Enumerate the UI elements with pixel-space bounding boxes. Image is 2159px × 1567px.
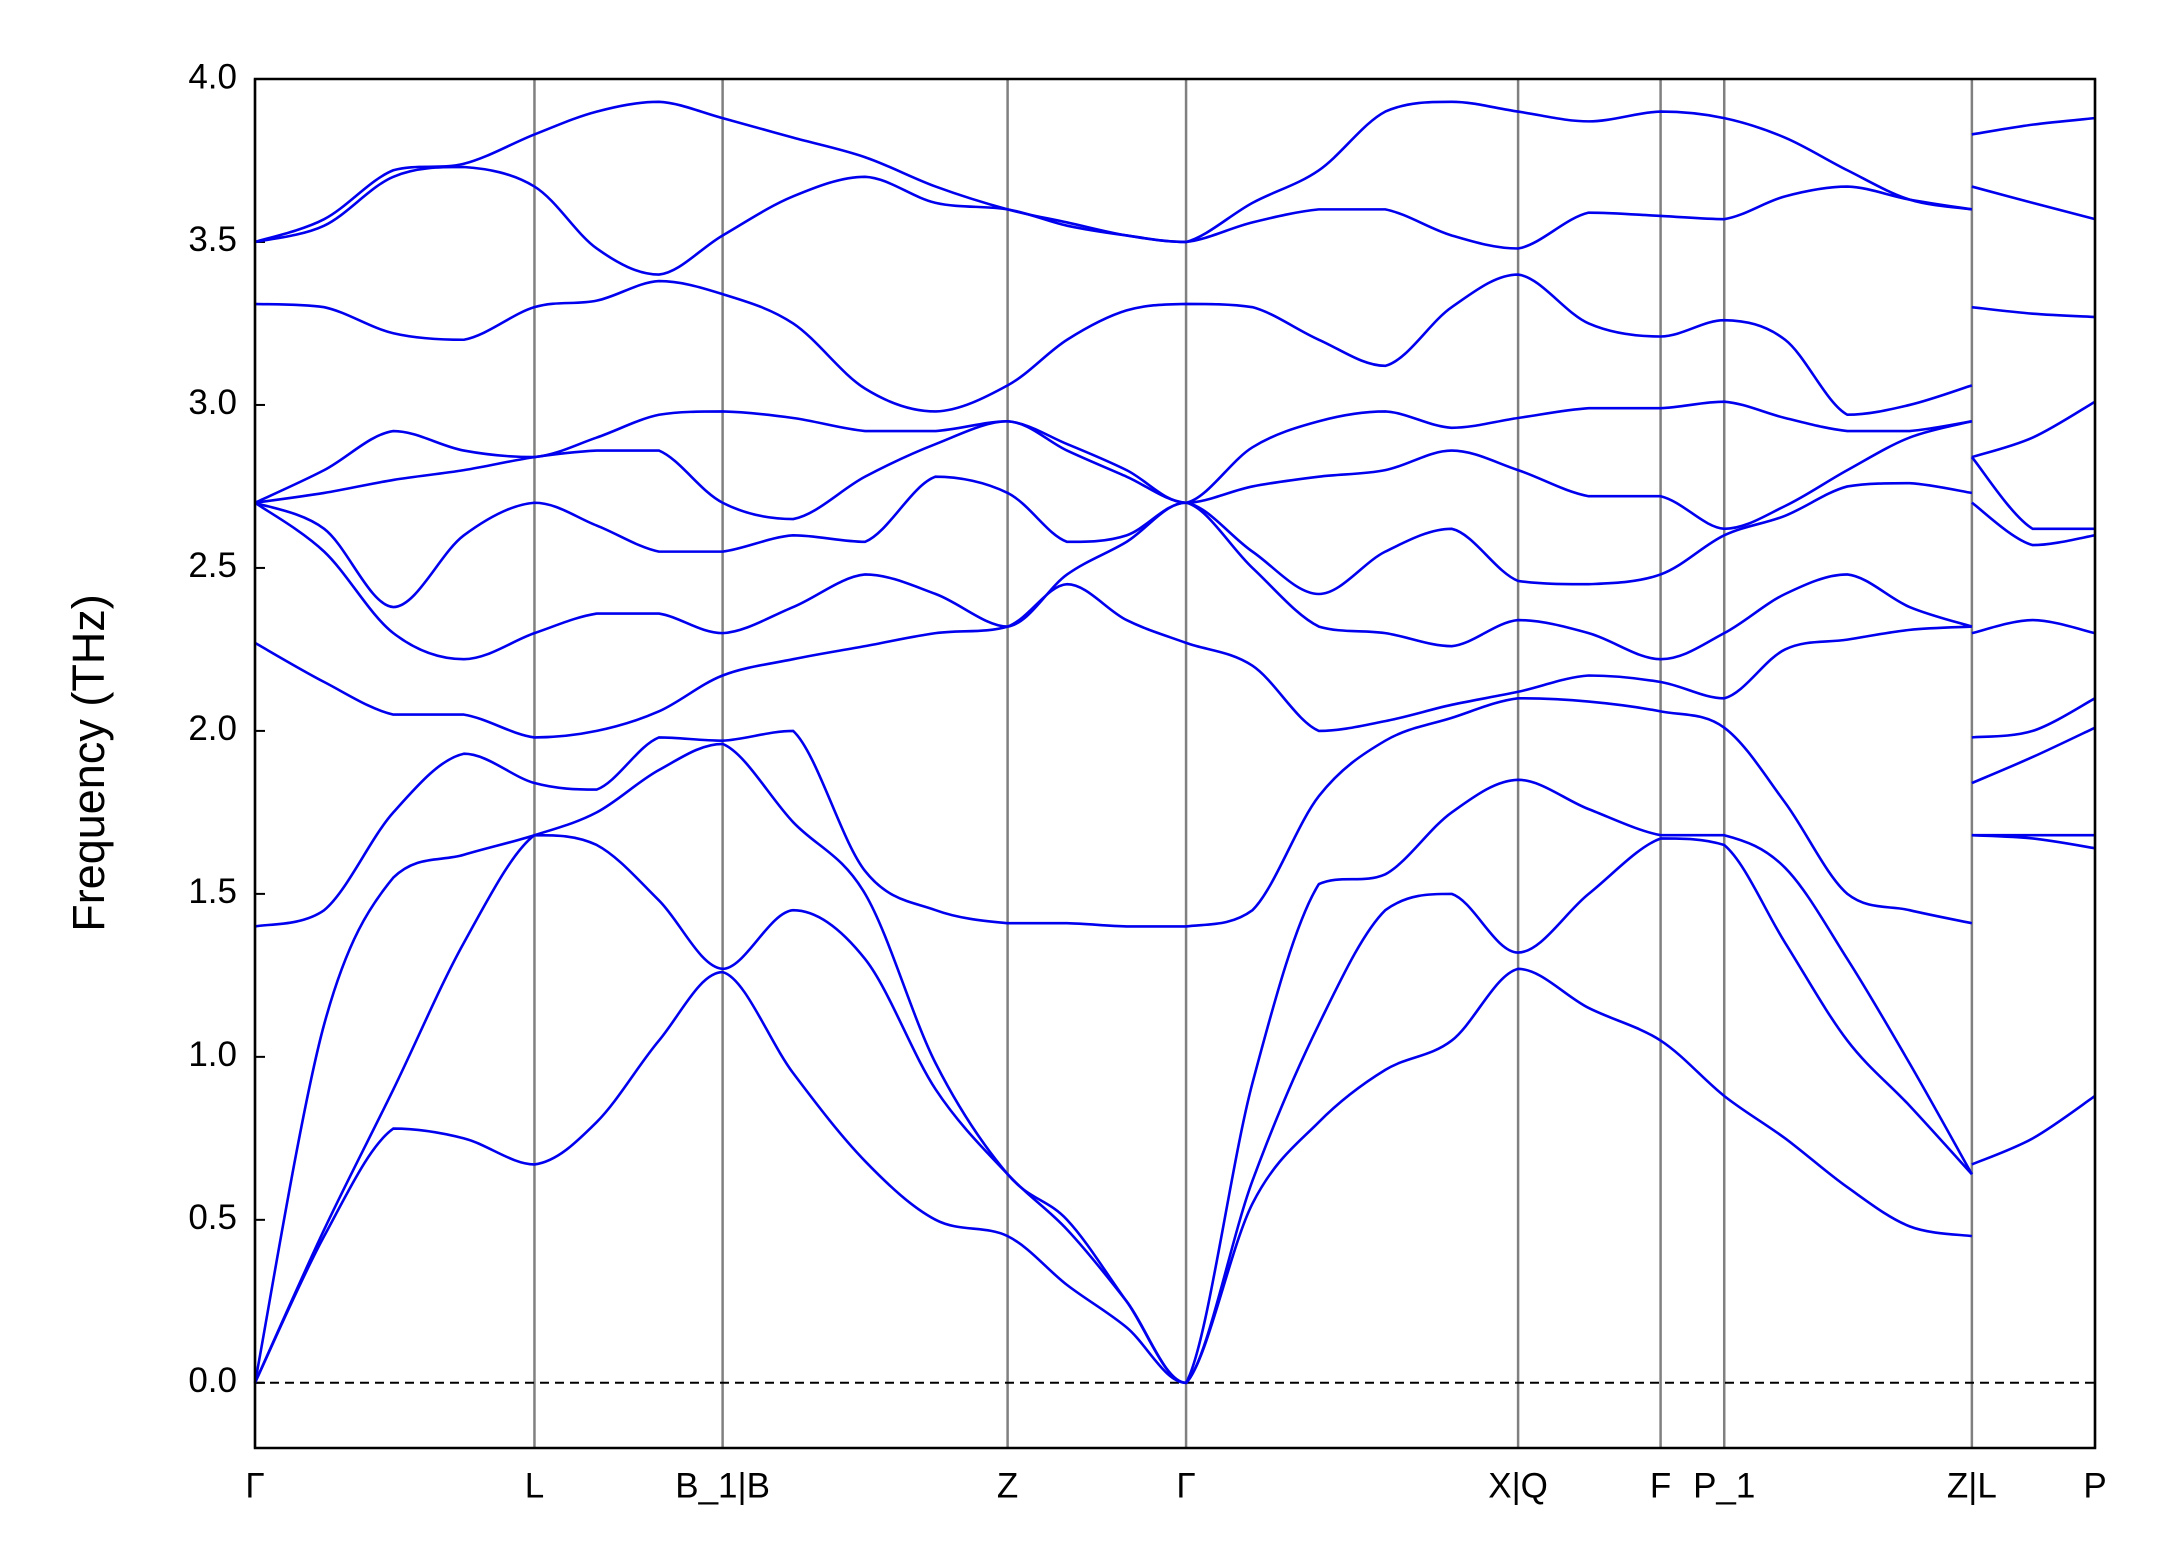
y-axis-label: Frequency (THz) xyxy=(63,594,114,932)
y-tick-label: 0.0 xyxy=(188,1361,237,1400)
x-tick-label: Γ xyxy=(245,1466,264,1505)
y-tick-label: 3.5 xyxy=(188,220,237,259)
band-line xyxy=(254,697,2096,928)
band-line xyxy=(254,582,2096,739)
y-tick-label: 2.0 xyxy=(188,709,237,748)
band-line xyxy=(254,165,2096,276)
y-tick-label: 3.0 xyxy=(188,383,237,422)
band-line xyxy=(254,475,2096,609)
band-line xyxy=(254,400,2096,505)
x-tick-label: P_1 xyxy=(1693,1466,1755,1505)
band-line xyxy=(253,742,2095,1385)
x-tick-label: Γ xyxy=(1176,1466,1195,1505)
band-line xyxy=(254,419,2096,531)
band-line xyxy=(253,833,2096,1385)
y-tick-label: 1.5 xyxy=(188,872,237,911)
y-tick-label: 4.0 xyxy=(188,57,237,96)
band-line xyxy=(254,273,2096,417)
x-tick-label: Z xyxy=(997,1466,1018,1505)
band-line xyxy=(253,967,2096,1385)
y-tick-label: 2.5 xyxy=(188,546,237,585)
x-tick-label: F xyxy=(1650,1466,1671,1505)
x-tick-label: L xyxy=(525,1466,544,1505)
x-tick-label: Z|L xyxy=(1947,1466,1997,1505)
plot-frame xyxy=(253,77,2097,1450)
band-line xyxy=(254,501,2096,661)
y-tick-label: 1.0 xyxy=(188,1035,237,1074)
x-tick-label: X|Q xyxy=(1488,1466,1548,1505)
y-tick-label: 0.5 xyxy=(188,1198,237,1237)
band-line xyxy=(254,100,2096,244)
x-tick-label: P xyxy=(2083,1466,2106,1505)
x-tick-label: B_1|B xyxy=(675,1466,770,1505)
